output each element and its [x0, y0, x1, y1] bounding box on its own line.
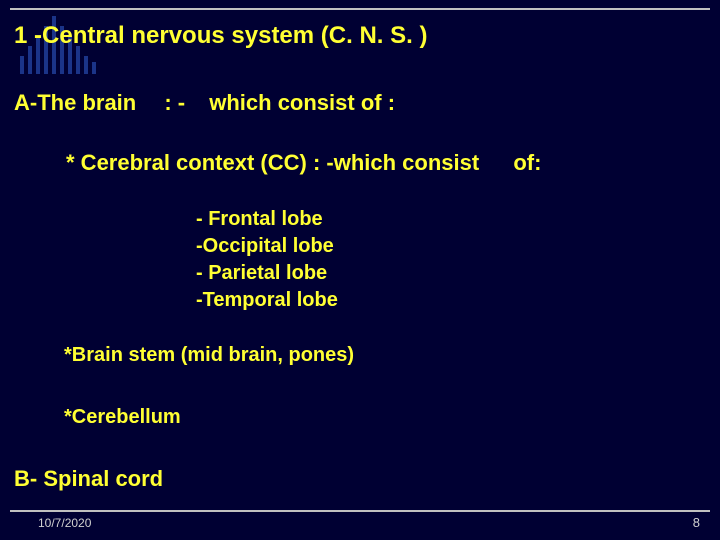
- deco-bar: [20, 56, 24, 74]
- lobe-occipital: -Occipital lobe: [196, 233, 338, 260]
- cc-rest: : -which consist: [307, 150, 479, 175]
- lobes-list: - Frontal lobe -Occipital lobe - Parieta…: [196, 206, 338, 314]
- deco-bar: [76, 46, 80, 74]
- bottom-rule: [10, 510, 710, 512]
- section-a-prefix: A: [14, 90, 30, 115]
- lobe-frontal: - Frontal lobe: [196, 206, 338, 233]
- deco-bar: [28, 46, 32, 74]
- footer-page-number: 8: [693, 515, 700, 530]
- section-b-spinal: B- Spinal cord: [14, 466, 163, 492]
- brain-stem-line: *Brain stem (mid brain, pones): [64, 344, 354, 367]
- section-a-separator: : -: [164, 90, 185, 116]
- section-a-brain: A-The brain : - which consist of :: [14, 90, 395, 116]
- lobe-temporal: -Temporal lobe: [196, 287, 338, 314]
- slide-title: 1 -Central nervous system (C. N. S. ): [14, 22, 427, 50]
- section-a-label: -The brain: [30, 90, 136, 115]
- cc-bullet: *: [66, 150, 75, 175]
- lobe-parietal: - Parietal lobe: [196, 260, 338, 287]
- section-a-rest: which consist of :: [209, 90, 395, 115]
- footer-date: 10/7/2020: [38, 516, 91, 530]
- slide: 1 -Central nervous system (C. N. S. ) A-…: [0, 0, 720, 540]
- deco-bar: [84, 56, 88, 74]
- cerebral-context-line: * Cerebral context (CC) : -which consist…: [66, 150, 541, 176]
- top-rule: [10, 8, 710, 10]
- cc-of: of:: [513, 150, 541, 176]
- cerebellum-line: *Cerebellum: [64, 406, 181, 429]
- deco-bar: [92, 62, 96, 74]
- cc-strong: Cerebral context (CC): [75, 150, 307, 175]
